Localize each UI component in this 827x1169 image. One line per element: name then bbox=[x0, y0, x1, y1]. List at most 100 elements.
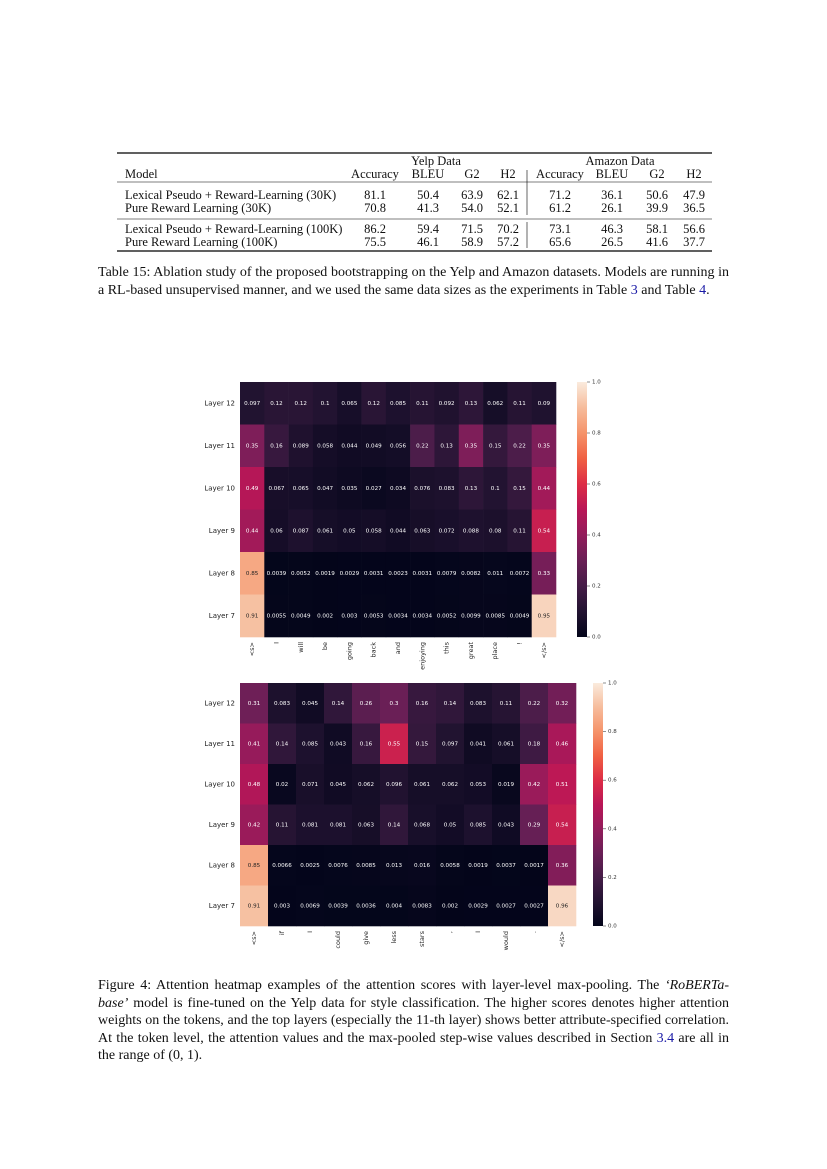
cell-label: 0.0052 bbox=[437, 613, 457, 619]
cell-label: 0.13 bbox=[465, 401, 478, 407]
heat-cell bbox=[264, 467, 289, 510]
cell-label: 0.013 bbox=[386, 863, 402, 869]
heat-cell bbox=[436, 804, 465, 846]
heat-cell bbox=[324, 885, 353, 927]
cell-label: 0.081 bbox=[330, 822, 346, 828]
table-cell: 50.4 bbox=[417, 188, 440, 202]
heat-cell bbox=[385, 424, 411, 468]
heat-cell bbox=[408, 804, 437, 846]
cell-label: 0.11 bbox=[416, 401, 429, 407]
cell-label: 0.16 bbox=[270, 443, 283, 449]
cell-label: 0.0072 bbox=[510, 571, 530, 577]
cell-label: 0.14 bbox=[332, 701, 345, 707]
heat-cell bbox=[352, 845, 381, 886]
cell-label: 0.0079 bbox=[437, 571, 457, 577]
caption-text: and Table bbox=[637, 282, 700, 298]
cell-label: 0.0053 bbox=[364, 613, 384, 619]
heat-cell bbox=[380, 764, 409, 805]
heat-cell bbox=[492, 885, 521, 927]
cell-label: 0.004 bbox=[386, 903, 402, 909]
heat-cell bbox=[483, 467, 508, 510]
heat-cell bbox=[483, 552, 508, 595]
cell-label: 0.05 bbox=[343, 528, 356, 534]
cell-label: 0.0039 bbox=[267, 571, 287, 577]
heat-cell bbox=[410, 594, 435, 638]
heat-cell bbox=[240, 382, 265, 425]
cell-label: 0.0031 bbox=[413, 571, 433, 577]
section-ref[interactable]: 3.4 bbox=[656, 1030, 675, 1046]
heat-cell bbox=[312, 424, 338, 468]
heat-cell bbox=[312, 552, 338, 595]
table-ref[interactable]: 3 bbox=[630, 282, 638, 298]
heat-cell bbox=[531, 552, 557, 595]
table-ref[interactable]: 4 bbox=[699, 282, 707, 298]
caption-text: Table 15: Ablation study of the proposed… bbox=[98, 265, 729, 298]
heat-cell bbox=[507, 424, 532, 468]
cell-label: 0.13 bbox=[440, 443, 453, 449]
cell-label: 0.33 bbox=[538, 571, 551, 577]
table-cell: 63.9 bbox=[461, 188, 483, 202]
cell-label: 0.14 bbox=[276, 741, 289, 747]
heat-cell bbox=[492, 845, 521, 886]
heat-cell bbox=[337, 509, 362, 553]
cell-label: 0.0052 bbox=[291, 571, 311, 577]
x-tick-label: stars bbox=[418, 930, 426, 947]
heat-cell bbox=[531, 382, 557, 425]
table-cell: 41.6 bbox=[646, 235, 668, 249]
cell-label: 0.043 bbox=[330, 741, 346, 747]
cell-label: 0.51 bbox=[556, 782, 569, 788]
cell-label: 0.1 bbox=[491, 486, 500, 492]
y-tick-label: Layer 9 bbox=[209, 821, 235, 829]
heat-cell bbox=[324, 764, 353, 805]
heat-cell bbox=[458, 424, 484, 468]
heat-cell bbox=[492, 723, 521, 765]
table-cell: 26.5 bbox=[601, 235, 623, 249]
cell-label: 0.003 bbox=[341, 613, 357, 619]
cell-label: 0.0023 bbox=[388, 571, 408, 577]
cell-label: 0.46 bbox=[556, 741, 569, 747]
cell-label: 0.062 bbox=[487, 401, 503, 407]
x-tick-label: this bbox=[443, 641, 451, 653]
heat-cell bbox=[385, 552, 411, 595]
heat-cell bbox=[264, 594, 289, 638]
cell-label: 0.044 bbox=[341, 443, 357, 449]
caption-text: Figure 4: Attention heatmap examples of … bbox=[98, 978, 665, 993]
heat-cell bbox=[240, 804, 269, 846]
cell-label: 0.16 bbox=[416, 701, 429, 707]
cell-label: 0.02 bbox=[276, 782, 288, 788]
heat-cell bbox=[288, 509, 314, 553]
table-cell: 65.6 bbox=[549, 235, 571, 249]
heat-cell bbox=[434, 509, 460, 553]
colorbar-tick-label: 1.0 bbox=[608, 681, 617, 687]
cell-label: 0.071 bbox=[302, 782, 318, 788]
x-tick-label: </s> bbox=[558, 931, 566, 947]
x-tick-label: be bbox=[321, 642, 329, 650]
heat-cell bbox=[492, 764, 521, 805]
x-tick-label: going bbox=[345, 642, 353, 660]
colorbar-tick-label: 0.8 bbox=[608, 729, 617, 735]
table-cell: Lexical Pseudo + Reward-Learning (30K) bbox=[125, 188, 336, 202]
heat-cell bbox=[436, 723, 465, 765]
cell-label: 0.18 bbox=[528, 741, 541, 747]
cell-label: 0.11 bbox=[513, 528, 526, 534]
table-cell: 36.1 bbox=[601, 188, 623, 202]
cell-label: 0.1 bbox=[321, 401, 330, 407]
table-cell: 39.9 bbox=[646, 201, 668, 215]
cell-label: 0.061 bbox=[498, 741, 514, 747]
y-tick-label: Layer 8 bbox=[209, 861, 235, 869]
heat-cell bbox=[296, 845, 325, 886]
table-cell: 41.3 bbox=[417, 201, 439, 215]
cell-label: 0.11 bbox=[513, 401, 526, 407]
table-cell: 56.6 bbox=[683, 222, 705, 236]
cell-label: 0.42 bbox=[528, 782, 540, 788]
heat-cell bbox=[434, 594, 460, 638]
heat-cell bbox=[436, 885, 465, 927]
cell-label: 0.41 bbox=[248, 741, 261, 747]
colorbar-tick-label: 1.0 bbox=[592, 380, 601, 386]
x-tick-label: give bbox=[362, 931, 370, 945]
cell-label: 0.034 bbox=[390, 486, 406, 492]
heat-cell bbox=[520, 804, 549, 846]
heat-cell bbox=[324, 845, 353, 886]
heat-cell bbox=[492, 683, 521, 724]
cell-label: 0.058 bbox=[317, 443, 333, 449]
